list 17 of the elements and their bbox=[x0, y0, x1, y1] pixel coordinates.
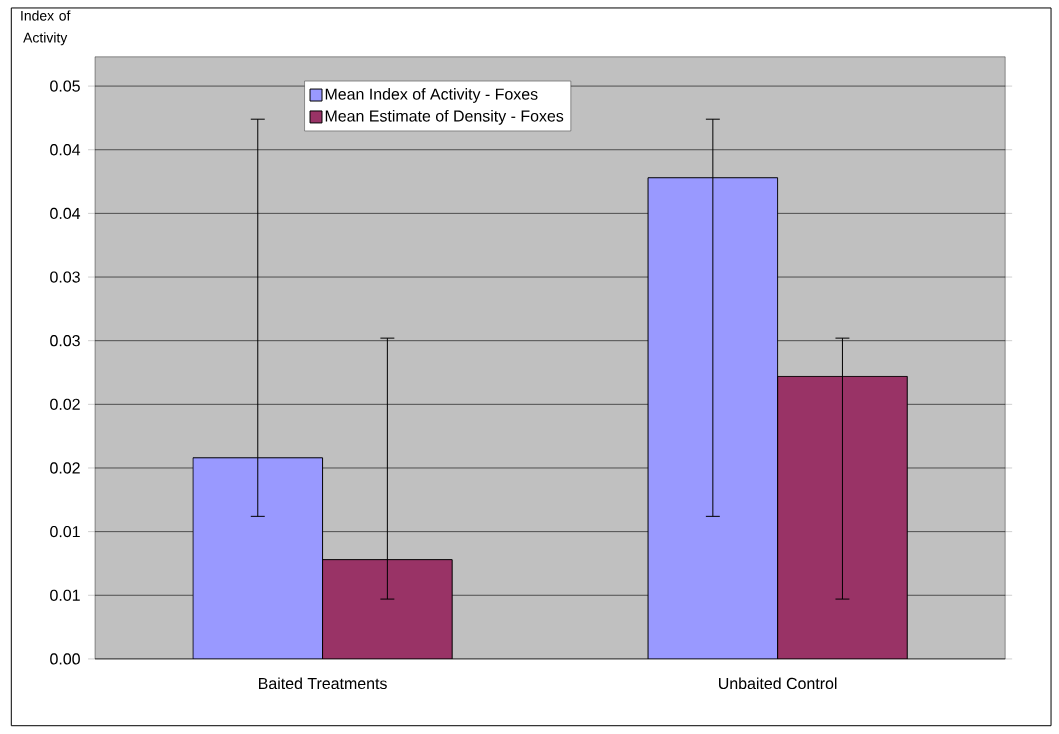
y-tick-label: 0.00 bbox=[50, 653, 80, 665]
legend-label: Mean Estimate of Density - Foxes bbox=[325, 110, 564, 126]
y-tick-label: 0.01 bbox=[50, 589, 80, 602]
y-tick-label: 0.04 bbox=[50, 144, 81, 156]
bar bbox=[322, 559, 453, 660]
x-tick-label: Baited Treatments bbox=[259, 677, 387, 690]
y-tick-label: 0.02 bbox=[50, 398, 80, 411]
y-tick-label: 0.05 bbox=[50, 80, 80, 92]
bar bbox=[192, 457, 324, 660]
y-axis-title: Index of Activity bbox=[21, 10, 71, 46]
x-tick-label: Unbaited Control bbox=[719, 677, 837, 690]
y-tick-label: 0.03 bbox=[50, 271, 80, 283]
y-tick-label: 0.02 bbox=[50, 462, 80, 474]
legend-label: Mean Index of Activity - Foxes bbox=[325, 88, 538, 104]
y-tick-label: 0.04 bbox=[50, 207, 81, 220]
y-tick-label: 0.03 bbox=[50, 335, 80, 347]
y-tick-label: 0.01 bbox=[50, 526, 80, 538]
